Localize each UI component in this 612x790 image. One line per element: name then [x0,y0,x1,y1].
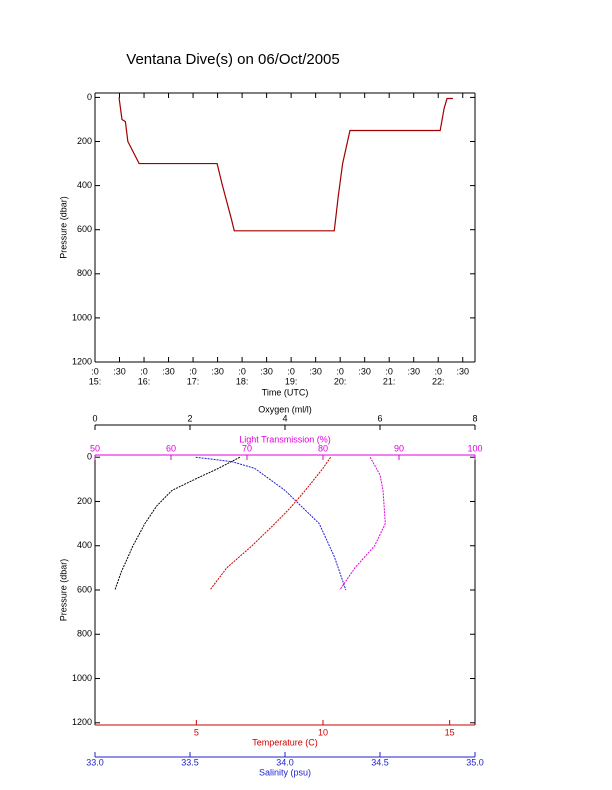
x-tick-label: 8 [472,413,477,423]
y-tick-label: 1000 [72,312,92,322]
x-hour-label: 20: [334,376,347,386]
x-axis-label: Oxygen (ml/l) [258,404,312,414]
y-axis-label: Pressure (dbar) [58,196,68,259]
x-hour-label: 17: [187,376,200,386]
y-tick-label: 1200 [72,356,92,366]
profile-line [209,456,332,591]
x-tick-label: :0 [434,366,442,376]
y-tick-label: 0 [87,452,92,462]
x-axis-label: Temperature (C) [252,737,318,747]
y-tick-label: 800 [77,268,92,278]
x-tick-label: :0 [336,366,344,376]
x-tick-label: 70 [242,443,252,453]
x-tick-label: :30 [162,366,175,376]
x-tick-label: :0 [287,366,295,376]
chart-title: Ventana Dive(s) on 06/Oct/2005 [126,51,339,68]
y-tick-label: 400 [77,180,92,190]
y-axis-label: Pressure (dbar) [58,559,68,622]
x-tick-label: 0 [92,413,97,423]
y-tick-label: 0 [87,92,92,102]
x-hour-label: 22: [432,376,445,386]
y-tick-label: 1200 [72,717,92,727]
x-tick-label: 15 [445,727,455,737]
x-axis-label: Salinity (psu) [259,767,311,777]
y-tick-label: 200 [77,136,92,146]
y-tick-label: 200 [77,496,92,506]
x-tick-label: 35.0 [466,757,484,767]
x-tick-label: 5 [194,727,199,737]
y-tick-label: 600 [77,584,92,594]
x-tick-label: 90 [394,443,404,453]
x-tick-label: :30 [407,366,420,376]
x-tick-label: 33.0 [86,757,104,767]
x-tick-label: :0 [238,366,246,376]
x-tick-label: 34.0 [276,757,294,767]
x-tick-label: 6 [377,413,382,423]
x-tick-label: :30 [358,366,371,376]
x-tick-label: :0 [140,366,148,376]
x-tick-label: :30 [260,366,273,376]
x-tick-label: 100 [467,443,482,453]
x-tick-label: :30 [211,366,224,376]
profile-line [195,456,347,591]
x-tick-label: 2 [187,413,192,423]
x-hour-label: 18: [236,376,249,386]
x-hour-label: 15: [89,376,102,386]
x-tick-label: 33.5 [181,757,199,767]
x-tick-label: 80 [318,443,328,453]
y-tick-label: 800 [77,629,92,639]
x-tick-label: :30 [113,366,126,376]
profile-line [114,456,241,591]
x-tick-label: 34.5 [371,757,389,767]
y-tick-label: 1000 [72,673,92,683]
x-hour-label: 21: [383,376,396,386]
x-tick-label: 4 [282,413,287,423]
x-axis-label: Light Transmission (%) [239,434,331,444]
x-tick-label: :0 [189,366,197,376]
x-tick-label: 10 [318,727,328,737]
x-axis-label: Time (UTC) [262,387,309,397]
x-tick-label: 50 [90,443,100,453]
dive-track [118,97,453,232]
x-hour-label: 19: [285,376,298,386]
x-tick-label: :0 [385,366,393,376]
x-tick-label: :30 [309,366,322,376]
x-tick-label: :30 [456,366,469,376]
y-tick-label: 400 [77,540,92,550]
x-tick-label: 60 [166,443,176,453]
profile-line [339,456,386,591]
x-hour-label: 16: [138,376,151,386]
y-tick-label: 600 [77,224,92,234]
x-tick-label: :0 [91,366,99,376]
